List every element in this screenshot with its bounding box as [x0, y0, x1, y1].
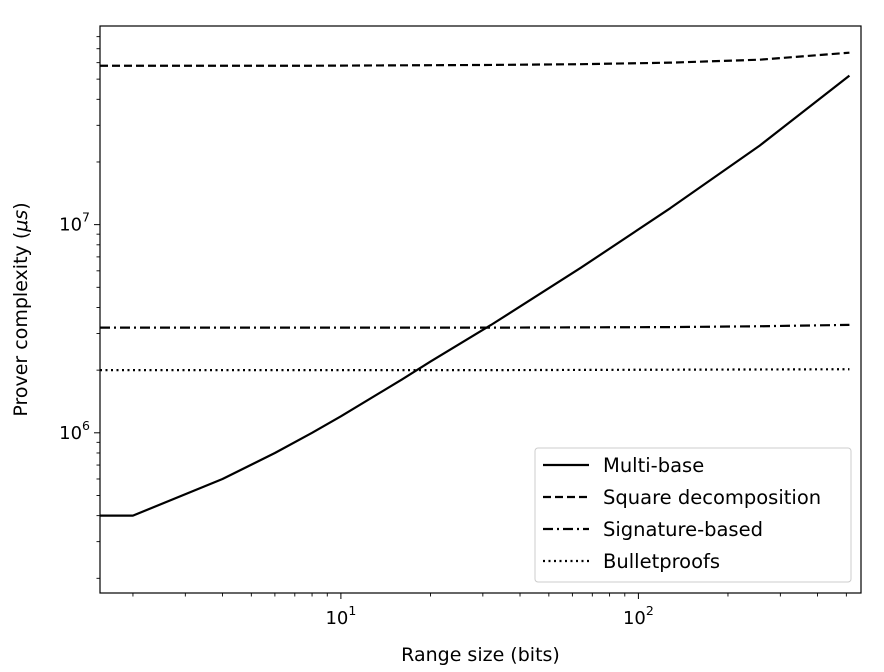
legend-box: [534, 447, 852, 583]
x-tick-label: 102: [623, 603, 654, 629]
y-tick-exponent: 7: [82, 210, 90, 225]
y-tick-base: 10: [59, 423, 82, 444]
legend-label-square-decomposition: Square decomposition: [603, 486, 821, 509]
y-tick-base: 10: [59, 215, 82, 236]
x-tick-label: 101: [325, 603, 356, 629]
series-line-multi-base: [100, 74, 851, 517]
legend: Multi-base Square decomposition Signature-…: [534, 447, 852, 583]
y-tick-label: 107: [59, 210, 90, 236]
y-axis-label-prefix: Prover complexity (: [10, 232, 32, 417]
series-lines: [100, 51, 851, 517]
series-line-bulletproofs: [100, 368, 850, 372]
y-tick-label: 106: [59, 418, 90, 444]
x-axis-label: Range size (bits): [401, 644, 560, 666]
y-axis-label-suffix: ): [10, 202, 32, 209]
y-axis-label: Prover complexity (μs): [10, 202, 32, 416]
x-tick-exponent: 2: [646, 603, 654, 618]
legend-label-bulletproofs: Bulletproofs: [603, 550, 720, 573]
x-tick-base: 10: [623, 608, 646, 629]
legend-label-signature-based: Signature-based: [603, 518, 763, 541]
x-tick-base: 10: [325, 608, 348, 629]
x-tick-exponent: 1: [348, 603, 356, 618]
plot-area-frame: [99, 25, 862, 594]
legend-label-multi-base: Multi-base: [603, 454, 704, 477]
y-tick-exponent: 6: [82, 418, 90, 433]
y-axis-label-mu: μs: [10, 210, 32, 233]
series-line-square-decomposition: [100, 51, 850, 67]
